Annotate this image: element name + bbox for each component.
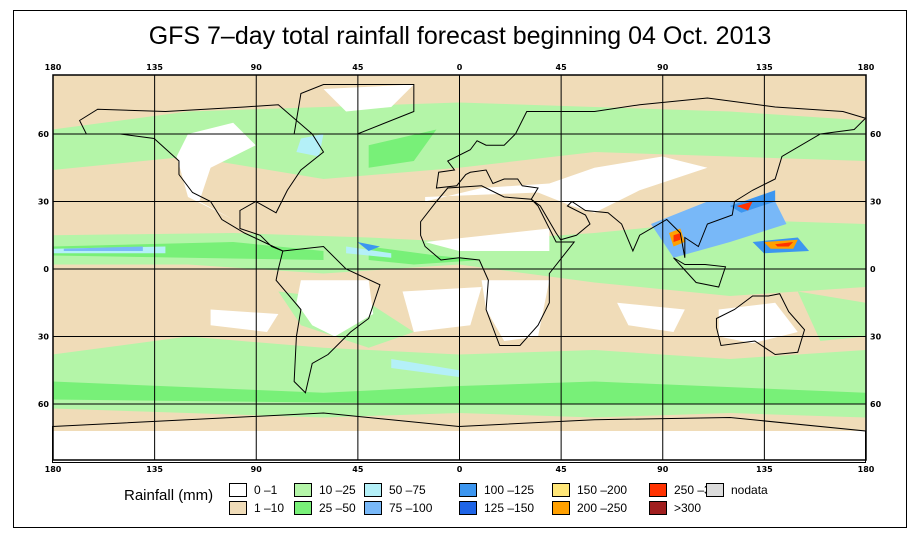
legend-label: 100 –125 <box>484 482 535 497</box>
rain-band-100-125 <box>357 242 380 251</box>
legend-swatch <box>552 482 570 497</box>
coastline <box>715 293 806 356</box>
legend-label: 150 –200 <box>577 482 628 497</box>
rain-band-0-1 <box>425 156 708 213</box>
legend-swatch <box>459 500 477 515</box>
legend-swatch <box>294 500 312 515</box>
lon-tick-label-bottom: 180 <box>45 465 62 474</box>
legend-item: 50 –75 <box>364 482 426 497</box>
lon-tick-label-bottom: 0 <box>457 465 463 474</box>
rain-band-50-75 <box>391 359 459 377</box>
legend-swatch <box>649 482 667 497</box>
rain-band-0-1 <box>210 309 279 332</box>
legend-item: 150 –200 <box>552 482 627 497</box>
legend-item: 1 –10 <box>229 500 284 515</box>
rain-band-10-25 <box>797 291 866 341</box>
legend-label: 200 –250 <box>577 500 628 515</box>
lat-tick-label-right: 60 <box>870 400 882 409</box>
legend-label: >300 <box>674 500 702 515</box>
rain-band-0-1 <box>296 280 374 337</box>
legend-item: 200 –250 <box>552 500 627 515</box>
lat-tick-label-left: 60 <box>38 400 50 409</box>
rain-band-0-1 <box>323 84 414 112</box>
rain-band-0-1 <box>425 228 550 251</box>
lon-tick-label-top: 45 <box>352 63 364 72</box>
legend-label: 75 –100 <box>389 500 433 515</box>
legend-label: 10 –25 <box>319 482 356 497</box>
figure-frame <box>13 10 907 528</box>
coastline <box>673 257 727 288</box>
lat-tick-label-right: 30 <box>870 198 882 207</box>
legend-swatch <box>364 482 382 497</box>
lon-tick-label-bottom: 90 <box>251 465 263 474</box>
map-border <box>52 74 867 461</box>
rain-band-25-50 <box>368 129 437 168</box>
lon-tick-label-bottom: 180 <box>858 465 875 474</box>
lat-tick-label-right: 0 <box>870 265 876 274</box>
lon-tick-label-top: 180 <box>858 63 875 72</box>
lon-tick-label-top: 0 <box>457 63 463 72</box>
lon-tick-label-top: 90 <box>657 63 669 72</box>
legend-title: Rainfall (mm) <box>124 487 214 504</box>
lat-tick-label-left: 0 <box>43 265 49 274</box>
rain-band-0-1 <box>176 122 256 220</box>
lon-tick-label-bottom: 45 <box>556 465 568 474</box>
rain-band-50-75 <box>296 134 324 157</box>
coastline <box>52 412 866 463</box>
lon-tick-label-bottom: 135 <box>146 465 163 474</box>
rain-band-25-50 <box>368 246 482 265</box>
lon-tick-label-bottom: 45 <box>352 465 364 474</box>
legend-item: 125 –150 <box>459 500 534 515</box>
legend-label: 50 –75 <box>389 482 426 497</box>
rain-band-0-1 <box>718 302 798 344</box>
legend-item: 10 –25 <box>294 482 356 497</box>
legend-label: 125 –150 <box>484 500 535 515</box>
legend-swatch <box>229 482 247 497</box>
legend-item: nodata <box>706 482 768 497</box>
legend-label: 0 –1 <box>254 482 278 497</box>
lat-tick-label-left: 30 <box>38 333 50 342</box>
legend-item: 0 –1 <box>229 482 277 497</box>
legend-label: 1 –10 <box>254 500 285 515</box>
rain-band-0-1 <box>481 280 550 341</box>
lon-tick-label-bottom: 90 <box>657 465 669 474</box>
lat-tick-label-left: 60 <box>38 130 50 139</box>
coastline <box>78 104 325 252</box>
rain-band-75-100 <box>63 246 143 251</box>
legend-item: 100 –125 <box>459 482 534 497</box>
lat-tick-label-right: 60 <box>870 130 882 139</box>
legend-item: >300 <box>649 500 701 515</box>
lon-tick-label-top: 90 <box>251 63 263 72</box>
lon-tick-label-top: 45 <box>556 63 568 72</box>
rain-band-0-1 <box>617 302 685 332</box>
legend-item: 25 –50 <box>294 500 356 515</box>
lon-tick-label-bottom: 135 <box>756 465 773 474</box>
legend-swatch <box>459 482 477 497</box>
map-title: GFS 7–day total rainfall forecast beginn… <box>148 22 772 50</box>
coastline <box>420 185 576 346</box>
legend-swatch <box>649 500 667 515</box>
legend-label: 25 –50 <box>319 500 356 515</box>
legend-swatch <box>706 482 724 497</box>
legend-swatch <box>364 500 382 515</box>
legend-swatch <box>552 500 570 515</box>
lon-tick-label-top: 180 <box>45 63 62 72</box>
rain-band-250-300 <box>736 201 753 211</box>
rain-band-0-1 <box>402 287 482 332</box>
legend-label: nodata <box>731 482 768 497</box>
lon-tick-label-top: 135 <box>146 63 163 72</box>
legend-swatch <box>229 500 247 515</box>
legend-swatch <box>294 482 312 497</box>
lat-tick-label-left: 30 <box>38 198 50 207</box>
rain-band-250-300 <box>775 242 794 247</box>
lon-tick-label-top: 135 <box>756 63 773 72</box>
rain-band-250-300 <box>673 233 681 242</box>
coastline <box>435 97 867 258</box>
legend-item: 75 –100 <box>364 500 432 515</box>
lat-tick-label-right: 30 <box>870 333 882 342</box>
